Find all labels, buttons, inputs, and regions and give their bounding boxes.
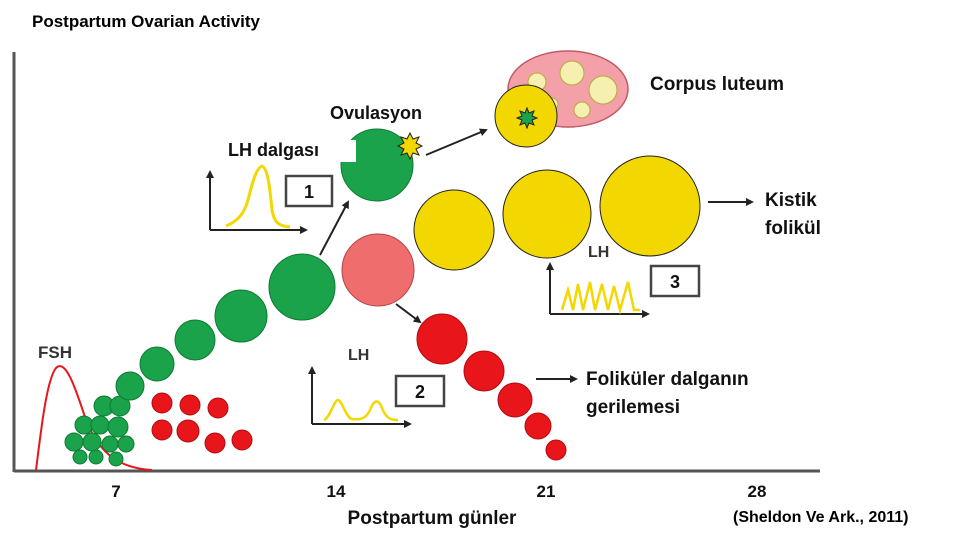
arrow-to-corpus-luteum — [425, 128, 488, 156]
corpus-luteum-label: Corpus luteum — [650, 74, 784, 95]
lh-wave-label-mask — [338, 140, 356, 162]
lh-small-inset — [308, 366, 412, 428]
arrow-to-regression — [395, 303, 422, 324]
regression-label-line2: gerilemesi — [586, 397, 680, 418]
tick-label-14: 14 — [327, 482, 346, 501]
tick-label-7: 7 — [111, 482, 120, 501]
lh-wave-label: LH dalgası — [228, 140, 319, 160]
regression-label-line1: Foliküler dalganın — [586, 369, 749, 390]
tick-label-21: 21 — [537, 482, 556, 501]
cystic-label-line2: folikül — [765, 218, 821, 239]
box-2-number: 2 — [415, 382, 425, 402]
corpus-luteum-cells — [527, 60, 618, 119]
box-1-number: 1 — [304, 182, 314, 202]
cystic-label-line1: Kistik — [765, 190, 817, 211]
corpus-luteum-center-icon — [515, 106, 539, 130]
box-3-number: 3 — [670, 272, 680, 292]
box-3 — [649, 264, 701, 298]
growing-green-follicles — [115, 128, 414, 401]
green-follicle-cluster — [64, 395, 135, 467]
lh-pulses-inset — [546, 262, 650, 318]
lh-wave-inset — [206, 164, 308, 234]
tick-label-28: 28 — [748, 482, 767, 501]
cystic-follicles — [413, 155, 701, 271]
x-axis-title: Postpartum günler — [348, 508, 518, 529]
ovulation-label: Ovulasyon — [330, 103, 422, 123]
citation: (Sheldon Ve Ark., 2011) — [733, 509, 909, 526]
regressing-follicle-salmon — [341, 233, 415, 307]
page-title: Postpartum Ovarian Activity — [32, 12, 260, 31]
lh-label-3: LH — [588, 244, 609, 261]
fsh-label: FSH — [38, 343, 72, 362]
box-1 — [284, 174, 334, 208]
lh-label-2: LH — [348, 347, 369, 364]
ovulation-burst-icon — [396, 131, 424, 161]
regressing-red-follicles — [416, 313, 567, 461]
arrow-to-ovulation — [319, 200, 349, 256]
box-2 — [394, 374, 446, 408]
red-follicle-cluster — [151, 392, 253, 454]
